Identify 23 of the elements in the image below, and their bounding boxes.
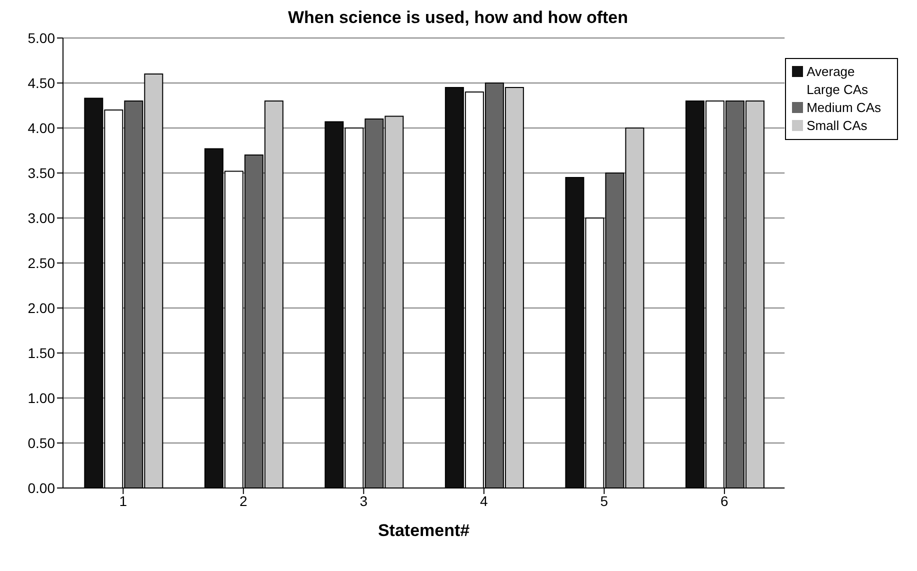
x-tick-label: 5 (600, 492, 608, 509)
y-tick-label: 5.00 (28, 30, 56, 46)
y-tick-label: 1.50 (28, 344, 56, 361)
x-tick-label: 4 (480, 492, 488, 509)
y-tick-label: 0.50 (28, 434, 56, 451)
y-tick-label: 2.00 (28, 300, 56, 316)
y-tick-label: 0.00 (28, 480, 56, 496)
legend-label: Small CAs (806, 118, 868, 133)
chart-title: When science is used, how and how often (286, 8, 630, 28)
text: Large CAs (806, 82, 868, 97)
x-tick-label: 2 (239, 492, 248, 509)
x-tick-label: 3 (360, 492, 368, 509)
y-tick-label: 2.50 (28, 254, 56, 271)
legend-label: Medium CAs (806, 100, 881, 115)
legend-label: Average (806, 64, 855, 79)
y-tick-label: 3.50 (28, 164, 56, 181)
y-tick-label: 3.00 (28, 210, 56, 226)
x-tick-label: 6 (720, 492, 729, 509)
y-tick-label: 4.00 (28, 120, 56, 136)
x-tick-label: 1 (119, 492, 128, 509)
y-tick-label: 1.00 (28, 390, 56, 406)
y-tick-label: 4.50 (28, 74, 56, 91)
x-axis-title: Statement# (378, 521, 470, 540)
